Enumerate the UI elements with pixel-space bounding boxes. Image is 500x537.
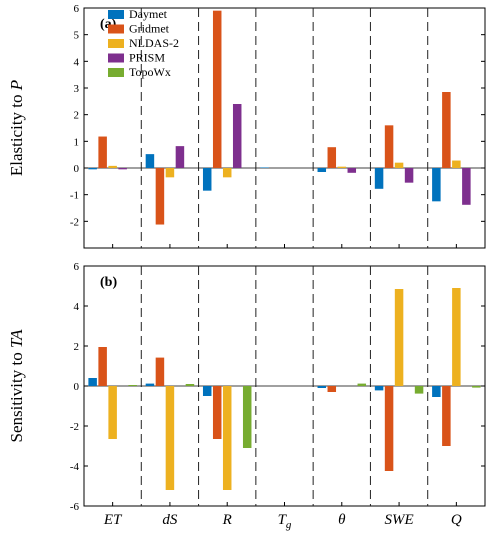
- bar-nldas-2-5: [394, 289, 404, 386]
- y-axis-label-text: Sensitivity to: [7, 348, 26, 442]
- x-category-label: Tg: [278, 512, 292, 531]
- y-tick-label: -2: [70, 421, 79, 433]
- bar-nldas-2-5: [394, 162, 404, 168]
- y-axis-label-variable: P: [7, 80, 26, 91]
- bar-gridmet-4: [327, 386, 337, 392]
- y-tick-label: -2: [70, 216, 79, 228]
- bar-topowx-6: [472, 386, 481, 388]
- bar-topowx-2: [242, 386, 252, 448]
- legend-label: Daymet: [129, 7, 168, 21]
- bar-gridmet-5: [384, 386, 394, 471]
- bar-gridmet-6: [442, 386, 451, 446]
- bar-prism-6: [462, 168, 471, 205]
- bar-daymet-6: [432, 168, 441, 202]
- y-tick-label: -4: [70, 461, 80, 473]
- y-axis-label-text: Elasticity to: [7, 90, 26, 176]
- legend-label: TopoWx: [129, 65, 171, 79]
- bar-nldas-2-4: [337, 166, 347, 168]
- x-category-label-subscript: g: [286, 519, 292, 531]
- y-tick-label: 2: [74, 110, 80, 122]
- bar-gridmet-1: [155, 357, 165, 386]
- legend-label: NLDAS-2: [129, 36, 179, 50]
- bar-nldas-2-6: [452, 288, 461, 386]
- bar-daymet-5: [374, 386, 384, 391]
- bar-gridmet-6: [442, 92, 451, 168]
- bar-daymet-4: [317, 386, 327, 388]
- bar-prism-2: [232, 104, 242, 168]
- y-tick-label: -6: [70, 501, 80, 513]
- bar-daymet-3: [260, 167, 269, 168]
- bar-prism-4: [347, 168, 357, 173]
- y-tick-label: 2: [74, 341, 80, 353]
- bar-gridmet-1: [155, 168, 165, 225]
- bar-gridmet-4: [327, 147, 337, 168]
- bar-gridmet-0: [98, 136, 107, 168]
- bar-nldas-2-6: [452, 160, 461, 168]
- bar-topowx-4: [357, 383, 367, 386]
- bar-gridmet-2: [212, 386, 222, 439]
- bar-daymet-1: [145, 154, 155, 168]
- y-axis-label-a: Elasticity to P: [7, 80, 26, 176]
- bar-nldas-2-0: [108, 165, 117, 168]
- bar-gridmet-0: [98, 347, 107, 386]
- bar-nldas-2-0: [108, 386, 117, 439]
- bar-daymet-4: [317, 168, 327, 172]
- bar-daymet-0: [88, 168, 97, 170]
- legend-swatch-gridmet: [108, 24, 124, 34]
- legend-swatch-nldas-2: [108, 39, 124, 48]
- panel-b-sensitivity-to-ta: -6 -4 -2 0 2 4 6 (b) Sensitivity to TA ET dS R Tg θ SW…: [7, 261, 486, 531]
- legend-label: PRISM: [129, 51, 165, 65]
- bar-gridmet-5: [384, 125, 394, 168]
- y-axis-label-b: Sensitivity to TA: [7, 329, 26, 443]
- bar-gridmet-2: [212, 10, 222, 168]
- x-category-label: θ: [338, 512, 346, 528]
- x-category-label: Q: [451, 512, 462, 528]
- bar-nldas-2-2: [222, 386, 232, 490]
- y-tick-label: 1: [74, 136, 80, 148]
- bar-prism-1: [175, 146, 185, 168]
- legend-swatch-daymet: [108, 10, 124, 19]
- bar-nldas-2-2: [222, 168, 232, 178]
- bar-daymet-1: [145, 383, 155, 386]
- y-tick-label: 6: [74, 261, 80, 273]
- bar-topowx-5: [414, 386, 424, 394]
- bar-daymet-2: [202, 168, 212, 191]
- y-tick-label: 4: [74, 56, 80, 68]
- bar-prism-5: [404, 168, 414, 183]
- bar-prism-0: [118, 168, 127, 170]
- bar-daymet-5: [374, 168, 384, 189]
- y-tick-label: -1: [70, 190, 79, 202]
- legend-label: Gridmet: [129, 22, 170, 36]
- bar-topowx-0: [128, 385, 137, 386]
- legend-swatch-prism: [108, 53, 124, 63]
- bar-daymet-0: [88, 378, 97, 386]
- y-axis-label-variable: TA: [7, 329, 26, 348]
- x-category-label: R: [222, 512, 232, 528]
- x-category-label-main: T: [278, 512, 288, 528]
- bar-nldas-2-1: [165, 168, 175, 178]
- y-tick-label: 6: [74, 3, 80, 15]
- x-category-label: ET: [103, 512, 123, 528]
- bar-daymet-6: [432, 386, 441, 397]
- bar-daymet-2: [202, 386, 212, 396]
- x-category-label: SWE: [384, 512, 413, 528]
- y-tick-label: 0: [74, 381, 80, 393]
- y-tick-label: 4: [74, 301, 80, 313]
- x-category-label: dS: [162, 512, 178, 528]
- bar-nldas-2-1: [165, 386, 175, 490]
- y-tick-label: 0: [74, 163, 80, 175]
- y-tick-label: 3: [74, 83, 80, 95]
- y-tick-label: 5: [74, 30, 80, 42]
- bar-topowx-1: [185, 384, 195, 386]
- panel-label-b: (b): [100, 275, 117, 290]
- legend-swatch-topowx: [108, 68, 124, 77]
